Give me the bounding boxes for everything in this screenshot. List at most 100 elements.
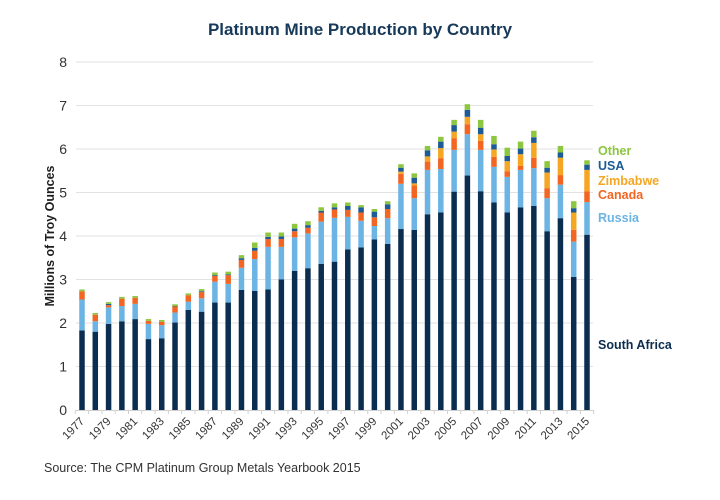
bar-stack-1983 (158, 319, 165, 410)
bar-segment-russia (212, 281, 218, 303)
bar-segment-zimbabwe (491, 149, 497, 157)
bar-segment-canada (358, 212, 364, 221)
bar-segment-russia (252, 259, 258, 291)
bar-stack-2000 (384, 201, 391, 410)
y-tick-label: 8 (59, 54, 67, 70)
x-tick-label: 1991 (247, 416, 274, 443)
x-tick-label: 1993 (273, 416, 300, 443)
bar-segment-south-africa (198, 311, 205, 410)
x-tick-label: 1997 (326, 416, 353, 443)
bar-segment-russia (291, 237, 298, 271)
x-tick-label: 2013 (539, 416, 566, 443)
bar-segment-other (158, 319, 165, 322)
x-tick-label: 1995 (300, 416, 327, 443)
bar-segment-usa (451, 125, 457, 132)
bar-segment-other (278, 232, 285, 237)
bar-segment-south-africa (238, 289, 245, 410)
bar-segment-usa (584, 164, 590, 170)
bar-segment-russia (225, 283, 231, 303)
bar-segment-other (438, 136, 444, 142)
bar-segment-zimbabwe (451, 131, 457, 139)
bar-segment-russia (517, 169, 524, 208)
bar-segment-south-africa (398, 229, 404, 410)
bar-segment-canada (464, 124, 471, 135)
bar-segment-usa (491, 144, 497, 150)
bar-segment-other (531, 130, 537, 138)
bar-segment-russia (557, 184, 564, 219)
bar-segment-south-africa (331, 261, 338, 410)
bar-segment-canada (438, 158, 444, 170)
bar-segment-russia (504, 176, 511, 213)
bar-segment-canada (185, 295, 192, 302)
bar-stack-2008 (491, 135, 497, 410)
bar-segment-other (451, 119, 457, 126)
bar-segment-usa (531, 137, 537, 143)
y-tick-label: 3 (59, 272, 67, 288)
bar-segment-other (79, 289, 85, 292)
bar-segment-russia (185, 301, 192, 310)
bar-segment-zimbabwe (464, 116, 471, 125)
bar-segment-canada (79, 291, 85, 300)
bar-segment-south-africa (79, 330, 85, 410)
bar-segment-south-africa (371, 239, 378, 410)
bar-stack-2014 (570, 201, 577, 410)
bar-segment-canada (557, 175, 564, 185)
bar-segment-russia (105, 307, 112, 324)
y-tick-label: 4 (59, 228, 67, 244)
bar-segment-russia (371, 225, 378, 240)
bar-segment-other (119, 296, 125, 299)
bar-segment-usa (212, 275, 218, 277)
y-tick-label: 5 (59, 185, 67, 201)
bar-segment-canada (105, 305, 112, 308)
bar-segment-usa (570, 208, 577, 213)
bar-segment-russia (570, 241, 577, 277)
bar-segment-russia (491, 166, 497, 203)
bar-segment-south-africa (451, 191, 457, 410)
bar-segment-usa (318, 210, 324, 213)
bar-segment-zimbabwe (544, 172, 550, 189)
bar-stack-1981 (132, 296, 138, 410)
bar-segment-canada (398, 173, 404, 184)
bar-segment-other (544, 161, 550, 168)
bar-segment-russia (265, 246, 271, 290)
bar-stack-1993 (291, 223, 298, 410)
y-tick-label: 7 (59, 98, 67, 114)
bar-segment-other (411, 173, 417, 178)
bar-segment-south-africa (318, 263, 324, 410)
bar-segment-other (265, 232, 271, 237)
legend-label-zimbabwe: Zimbabwe (598, 174, 659, 188)
source-note: Source: The CPM Platinum Group Metals Ye… (44, 461, 361, 475)
bar-segment-russia (92, 321, 99, 332)
bar-segment-canada (477, 140, 484, 150)
bar-segment-russia (438, 169, 444, 213)
bar-segment-south-africa (278, 279, 285, 410)
bar-stack-1998 (358, 205, 364, 410)
bar-segment-russia (79, 299, 85, 331)
bar-stack-1978 (92, 312, 99, 410)
x-tick-label: 1979 (87, 416, 114, 443)
x-tick-label: 1985 (167, 416, 194, 443)
bar-segment-usa (517, 148, 524, 155)
bar-segment-zimbabwe (438, 148, 444, 159)
bar-segment-south-africa (119, 321, 125, 410)
bar-segment-south-africa (225, 302, 231, 410)
bar-segment-canada (252, 250, 258, 260)
bar-segment-other (238, 255, 245, 259)
y-tick-label: 0 (59, 402, 67, 418)
bar-stack-1977 (79, 289, 85, 410)
bar-segment-russia (544, 198, 550, 232)
bar-segment-south-africa (358, 247, 364, 410)
bar-segment-canada (278, 239, 285, 247)
bar-segment-south-africa (584, 234, 590, 410)
bar-segment-canada (119, 298, 125, 307)
bar-stack-2004 (438, 136, 444, 410)
bar-segment-canada (92, 314, 99, 322)
bar-segment-russia (398, 183, 404, 230)
bar-segment-other (291, 223, 298, 229)
bar-segment-canada (544, 188, 550, 199)
bar-segment-usa (371, 211, 378, 218)
bar-segment-zimbabwe (504, 161, 511, 172)
x-tick-labels: 1977 1979 1981 1983 1985 1987 1989 1991 1993 1995… (61, 416, 593, 443)
legend-label-other: Other (598, 144, 631, 158)
